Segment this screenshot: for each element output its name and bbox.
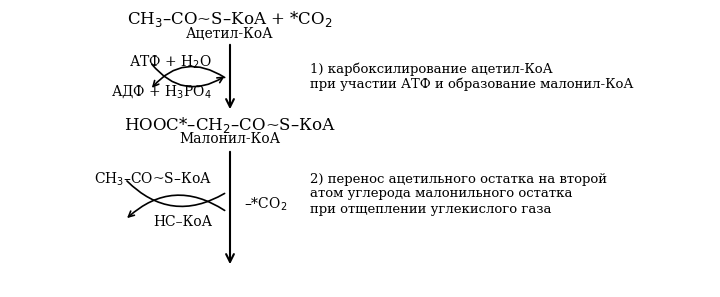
Text: при отщеплении углекислого газа: при отщеплении углекислого газа bbox=[310, 203, 552, 216]
Text: Малонил-КоА: Малонил-КоА bbox=[179, 132, 281, 146]
Text: 2) перенос ацетильного остатка на второй: 2) перенос ацетильного остатка на второй bbox=[310, 173, 607, 186]
Text: АТФ + Н$_2$О: АТФ + Н$_2$О bbox=[129, 53, 212, 71]
Text: 1) карбоксилирование ацетил-КоА: 1) карбоксилирование ацетил-КоА bbox=[310, 62, 553, 76]
Text: CH$_3$–CO~S–KoA + *CO$_2$: CH$_3$–CO~S–KoA + *CO$_2$ bbox=[127, 9, 333, 29]
Text: Ацетил-КоА: Ацетил-КоА bbox=[186, 27, 274, 41]
Text: при участии АТФ и образование малонил-КоА: при участии АТФ и образование малонил-Ко… bbox=[310, 77, 634, 91]
Text: атом углерода малонильного остатка: атом углерода малонильного остатка bbox=[310, 187, 572, 200]
Text: АДФ + Н$_3$РО$_4$: АДФ + Н$_3$РО$_4$ bbox=[111, 83, 212, 100]
Text: СН$_3$–СО~S–КоА: СН$_3$–СО~S–КоА bbox=[94, 170, 212, 188]
Text: –*СО$_2$: –*СО$_2$ bbox=[244, 195, 287, 213]
Text: НС–КоА: НС–КоА bbox=[153, 215, 212, 229]
Text: НООС*–СН$_2$–СО~S–КоА: НООС*–СН$_2$–СО~S–КоА bbox=[124, 115, 336, 135]
